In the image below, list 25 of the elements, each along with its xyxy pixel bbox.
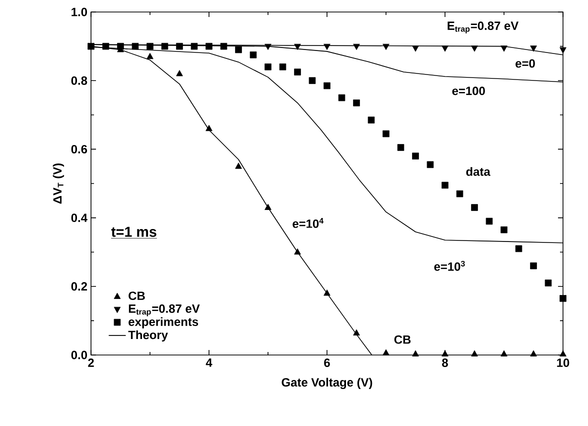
x-tick-label: 6 bbox=[324, 358, 330, 367]
y-axis-title: ΔV$_{T}$ (V) bbox=[52, 163, 64, 204]
x-tick-label: 4 bbox=[206, 358, 212, 367]
annotation: e=10$^{4}$ bbox=[292, 218, 324, 228]
legend-label: Theory bbox=[128, 330, 168, 342]
annotation: e=0 bbox=[516, 59, 535, 68]
x-tick-label: 2 bbox=[88, 358, 94, 367]
annotation: e=100 bbox=[452, 86, 485, 96]
x-tick-label: 8 bbox=[442, 358, 448, 367]
y-tick-label: 0.0 bbox=[71, 350, 87, 360]
y-tick-label: 0.2 bbox=[71, 282, 88, 291]
legend-label: CB bbox=[128, 292, 145, 300]
y-tick-label: 0.8 bbox=[71, 76, 88, 85]
y-tick-label: 1.0 bbox=[72, 8, 87, 16]
annotation: data bbox=[466, 167, 490, 176]
annotation: CB bbox=[394, 335, 411, 344]
annotation: e=10$^{3}$ bbox=[434, 260, 465, 271]
y-tick-label: 0.4 bbox=[71, 214, 88, 222]
legend-label: experiments bbox=[128, 317, 198, 328]
x-tick-label: 10 bbox=[557, 358, 570, 367]
legend-label: E$_{trap}$=0.87 eV bbox=[128, 304, 200, 316]
annotation: E$_{trap}$=0.87 eV bbox=[448, 22, 519, 34]
x-axis-title: Gate Voltage (V) bbox=[282, 378, 372, 390]
legend-title: t=1 ms bbox=[111, 226, 156, 237]
y-tick-label: 0.6 bbox=[71, 144, 88, 154]
